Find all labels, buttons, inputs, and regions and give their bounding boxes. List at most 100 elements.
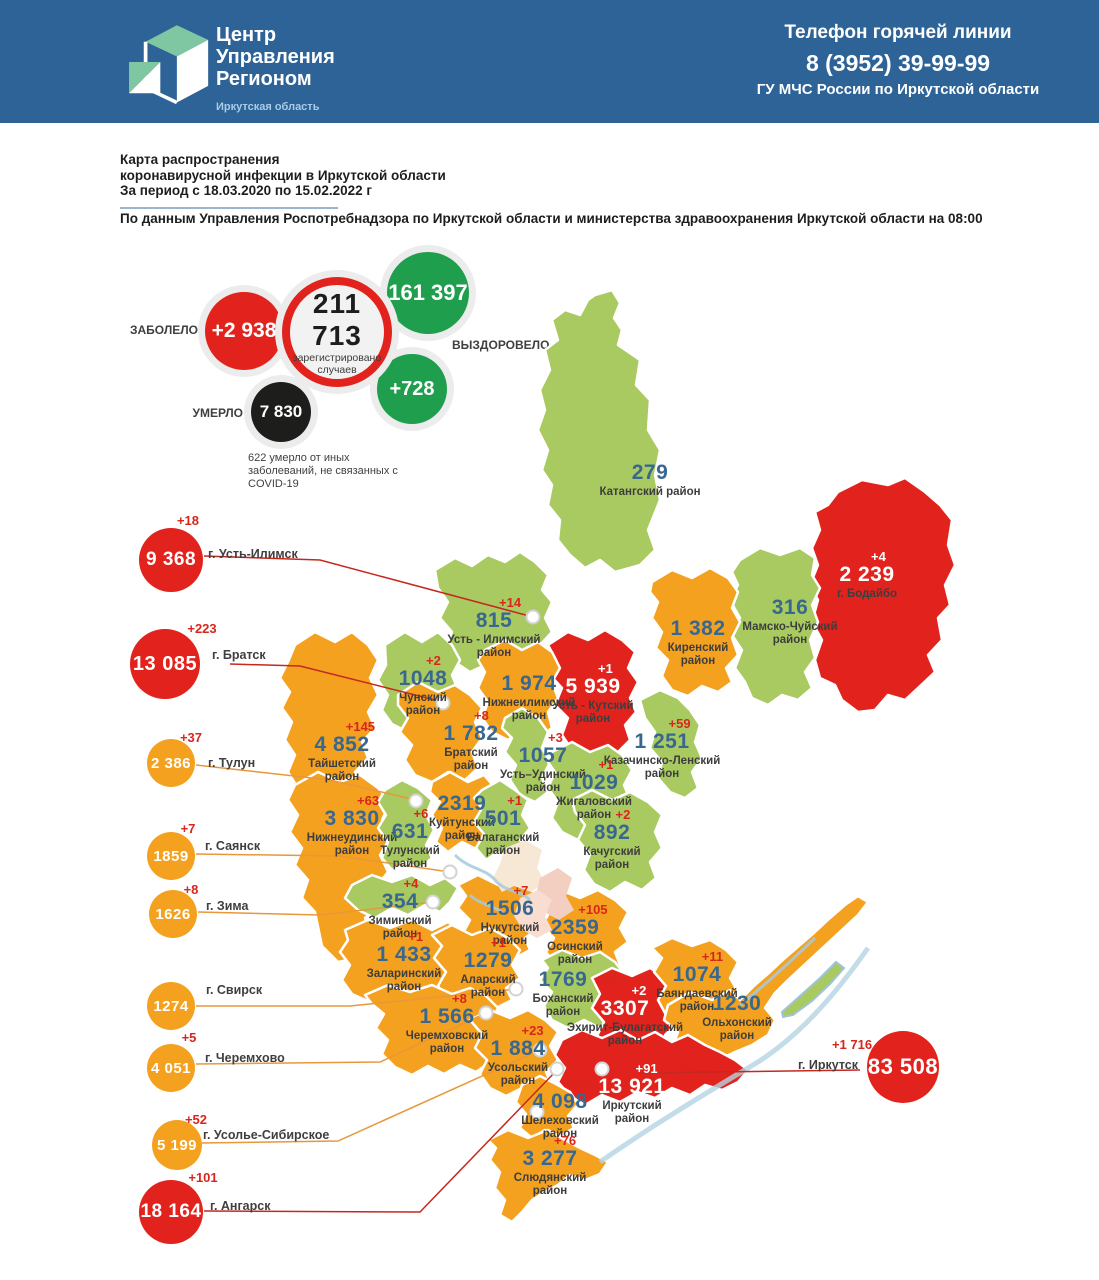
city-delta-usolye-sibirskoye: +52 (184, 1112, 208, 1127)
link-svirsk (196, 988, 517, 1007)
city-circle-sayansk: 1859 (147, 832, 195, 880)
region-label-ziminsky: +4 354 Зиминский район (368, 876, 432, 940)
region-label-taishetsky: +145 4 852 Тайшетский район (308, 719, 376, 783)
region-label-kuytunsky: 2319 Куйтунский район (428, 792, 496, 842)
died-note: 622 умерло от иных заболеваний, не связа… (248, 452, 398, 490)
city-name-ust-ilimsk: г. Усть-Илимск (208, 547, 298, 561)
link-usolye (201, 1049, 541, 1144)
region-label-bodaibinsky: +4 2 239 г. Бодайбо (836, 549, 898, 600)
link-irkutsk (639, 1069, 861, 1074)
city-circle-zima: 1626 (149, 890, 197, 938)
registered-circle: 211 713 зарегистрировано случаев (282, 277, 392, 387)
city-delta-tulun: +37 (179, 730, 203, 745)
region-label-ust-udinsky: +3 1057 Усть–Удинский район (500, 730, 586, 794)
region-label-olkhonsky: 1230 Ольхонский район (702, 992, 772, 1042)
region-label-mamsko-chuysky: 316 Мамско-Чуйский район (742, 596, 838, 646)
logo-line1: Центр (216, 24, 277, 46)
title-underline (120, 206, 338, 209)
city-delta-irkutsk: +1 716 (831, 1037, 873, 1052)
region-shape-kazachinsko-lensky (638, 688, 704, 800)
region-label-osinsky: +105 2359 Осинский район (547, 902, 608, 966)
city-delta-cheremkhovo: +5 (181, 1030, 197, 1045)
region-label-usolsky: +23 1 884 Усольский район (487, 1023, 549, 1087)
recovered-total-value: 161 397 (388, 280, 468, 305)
region-label-bratsky: +8 1 782 Братский район (443, 708, 499, 772)
died-value: 7 830 (259, 402, 303, 421)
region-shape-ziminsky (343, 873, 460, 920)
region-label-balagansky: +1 501 Балаганский район (466, 793, 540, 857)
region-label-kachugsky: +2 892 Качугский район (583, 807, 641, 871)
region-label-bokhansky: +4 1769 Боханский район (532, 968, 617, 1018)
region-label-katangsky: 279 Катангский район (599, 461, 701, 498)
logo-title: Центр Управления Регионом Иркутская обла… (216, 24, 335, 118)
region-label-kazachinsko-lensky: +59 1 251 Казачинско-Ленский район (603, 716, 721, 780)
city-name-irkutsk: г. Иркутск (797, 1058, 858, 1072)
recovered-delta-value: +728 (389, 377, 435, 400)
region-shape-ust-udinsky (500, 706, 552, 804)
city-circle-usolye-sibirskoye: 5 199 (152, 1120, 202, 1170)
city-delta-ust-ilimsk: +18 (176, 513, 200, 528)
city-circle-cheremkhovo: 4 051 (147, 1044, 195, 1092)
city-circle-bratsk: 13 085 (130, 629, 200, 699)
region-label-nizhneilimsky: 1 974 Нижнеилимский район (482, 672, 576, 722)
data-source-line: По данным Управления Роспотребнадзора по… (120, 211, 983, 226)
header-bar: Центр Управления Регионом Иркутская обла… (0, 0, 1099, 123)
region-label-chunsky: +2 1048 Чунский район (398, 653, 448, 717)
region-label-ust-kutsky: +1 5 939 Усть - Кутский район (552, 661, 634, 725)
region-shape-slyudyansky (486, 1128, 610, 1224)
link-bratsk (229, 663, 444, 703)
city-name-zima: г. Зима (206, 899, 249, 913)
city-name-tulun: г. Тулун (208, 756, 256, 770)
city-delta-sayansk: +7 (180, 821, 196, 836)
hotline-org: ГУ МЧС России по Иркутской области (756, 81, 1040, 98)
region-shape-unlabeled-3 (514, 890, 552, 938)
region-label-zhigalovsky: +1 1029 Жигаловский район (556, 757, 632, 821)
region-shape-bratsky (396, 680, 484, 784)
cur-logo-icon (129, 25, 209, 105)
city-circle-irkutsk: 83 508 (867, 1031, 939, 1103)
recovered-total-circle: 161 397 (387, 252, 469, 334)
region-shape-shelekhovsky (514, 1074, 580, 1140)
link-zima (197, 901, 434, 916)
city-name-sayansk: г. Саянск (205, 839, 261, 853)
logo-region: Иркутская область (216, 101, 320, 113)
city-circle-svirsk: 1274 (147, 982, 195, 1030)
city-name-bratsk: г. Братск (212, 648, 266, 662)
died-circle: 7 830 (251, 382, 311, 442)
region-label-irkutsky: +91 13 921 Иркутский район (598, 1061, 666, 1125)
map-title-line3: За период с 18.03.2020 по 15.02.2022 г (120, 183, 372, 198)
region-label-ust-ilimsky: +14 815 Усть - Илимский район (447, 595, 541, 659)
city-name-svirsk: г. Свирск (206, 983, 263, 997)
infected-label: ЗАБОЛЕЛО (129, 323, 198, 337)
region-label-slyudyansky: +76 3 277 Слюдянский район (513, 1133, 587, 1197)
city-circle-ust-ilimsk: 9 368 (139, 528, 203, 592)
region-label-nizhneudinsky: +63 3 830 Нижнеудинский район (306, 793, 398, 857)
link-angarsk (203, 1069, 558, 1213)
hotline-title: Телефон горячей линии (784, 22, 1012, 43)
map-title: Карта распространения коронавирусной инф… (120, 152, 446, 209)
city-delta-zima: +8 (183, 882, 199, 897)
region-label-alarsky: +1 1279 Аларский район (460, 935, 516, 999)
registered-value: 211 713 (312, 288, 362, 351)
recovered-label: ВЫЗДОРОВЕЛО (452, 338, 550, 352)
link-cheremkhovo (195, 1012, 487, 1065)
region-label-cheremkhovsky: +8 1 566 Черемховский район (405, 991, 489, 1055)
city-delta-bratsk: +223 (187, 621, 217, 636)
region-shape-unlabeled-1 (493, 840, 545, 892)
region-shape-alarsky (430, 923, 522, 1010)
logo-line3: Регионом (216, 68, 312, 90)
city-delta-angarsk: +101 (188, 1170, 218, 1185)
region-shape-kachugsky (570, 788, 664, 894)
registered-caption1: зарегистрировано (292, 352, 382, 364)
map-title-line2: коронавирусной инфекции в Иркутской обла… (120, 167, 446, 183)
hotline-block: Телефон горячей линии 8 (3952) 39-99-99 … (733, 22, 1063, 98)
region-label-zalarinsky: +1 1 433 Заларинский район (366, 929, 442, 993)
logo-line2: Управления (216, 46, 335, 68)
region-shape-katangsky (536, 288, 662, 574)
city-circle-angarsk: 18 164 (139, 1180, 203, 1244)
region-label-bayandaevsky: +11 1074 Баяндаевский район (656, 949, 738, 1013)
map-title-line1: Карта распространения (120, 152, 280, 167)
region-label-shelekhovsky: +123 4 098 Шелеховский район (521, 1076, 599, 1140)
died-label: УМЕРЛО (192, 406, 243, 420)
